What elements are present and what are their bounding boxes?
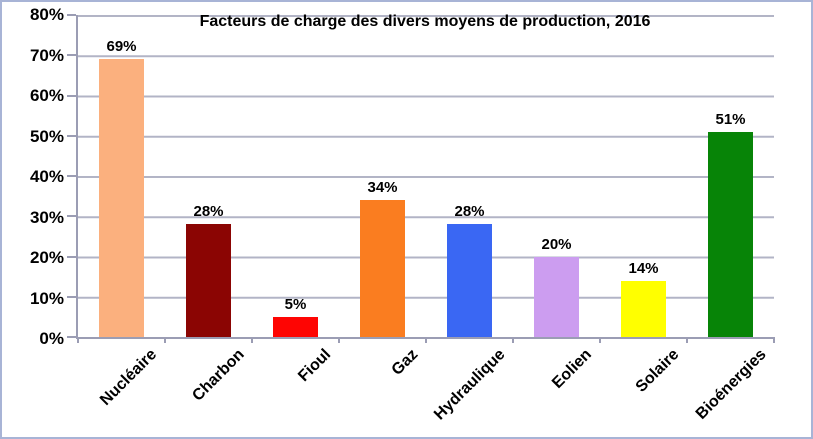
y-tick-label: 0% — [39, 329, 64, 348]
category-label: Gaz — [388, 346, 422, 379]
y-axis-labels: 80% 70% 60% 50% 40% 30% 20% 10% 0% — [2, 5, 64, 349]
category-label: Solaire — [632, 346, 683, 396]
category-label: Charbon — [188, 346, 248, 405]
x-axis-tick — [512, 337, 514, 343]
y-axis-tick — [67, 14, 76, 16]
y-tick-label: 30% — [29, 207, 64, 227]
value-label: 28% — [193, 203, 224, 221]
bar: 28% — [186, 203, 231, 337]
x-axis-tick — [338, 337, 340, 343]
x-axis-tick — [599, 337, 601, 343]
bar: 51% — [708, 111, 753, 337]
value-label: 69% — [106, 38, 137, 56]
y-axis-tick — [67, 215, 76, 218]
y-axis-tick — [67, 336, 76, 338]
y-tick-label: 70% — [29, 45, 64, 65]
y-tick-label: 80% — [29, 5, 64, 24]
bar-slot: 5% Fioul — [252, 15, 339, 385]
x-axis-tick — [77, 337, 79, 343]
bar-slot: 69% Nucléaire — [78, 15, 165, 409]
bar-slot: 28% Hydraulique — [426, 15, 513, 423]
bar: 69% — [99, 38, 144, 337]
y-tick-label: 50% — [29, 126, 64, 146]
bar: 5% — [273, 296, 318, 337]
y-axis-tick — [67, 54, 76, 57]
bar: 34% — [360, 179, 405, 337]
x-axis-tick — [425, 337, 427, 343]
y-axis-tick — [67, 134, 76, 137]
value-label: 51% — [715, 110, 746, 128]
y-axis-tick — [67, 295, 76, 298]
bar: 20% — [534, 236, 579, 337]
category-label: Nucléaire — [97, 346, 161, 409]
value-label: 20% — [541, 235, 572, 253]
y-tick-label: 40% — [29, 167, 64, 186]
bar: 28% — [447, 203, 492, 337]
bars-container: 69% Nucléaire 28% Charbon 5% Fioul 34% Gaz 28% Hy… — [78, 15, 774, 423]
bar-slot: 14% Solaire — [600, 15, 687, 396]
y-axis-tick — [67, 94, 76, 97]
value-label: 34% — [367, 179, 398, 197]
bar-slot: 20% Eolien — [513, 15, 600, 392]
x-axis-tick — [686, 337, 688, 343]
category-label: Eolien — [549, 346, 596, 392]
value-label: 14% — [628, 259, 659, 277]
y-tick-label: 60% — [29, 86, 64, 105]
x-axis-tick — [251, 337, 253, 343]
bar: 14% — [621, 260, 666, 337]
y-axis-tick — [67, 175, 76, 177]
x-axis-tick — [773, 337, 775, 343]
y-tick-label: 20% — [29, 248, 64, 267]
y-axis-tick — [67, 255, 76, 258]
y-tick-label: 10% — [29, 288, 64, 308]
category-label: Hydraulique — [431, 346, 509, 424]
category-label: Bioénergies — [692, 346, 770, 423]
plot-area: 69% Nucléaire 28% Charbon 5% Fioul 34% Gaz 28% Hy… — [67, 14, 775, 423]
value-label: 5% — [284, 295, 307, 313]
category-label: Fioul — [295, 346, 335, 386]
value-label: 28% — [454, 203, 485, 221]
bar-slot: 34% Gaz — [339, 15, 426, 379]
bar-slot: 51% Bioénergies — [687, 15, 774, 423]
chart-title: Facteurs de charge des divers moyens de … — [199, 13, 651, 30]
x-axis-tick — [164, 337, 166, 343]
bar-slot: 28% Charbon — [165, 15, 252, 405]
